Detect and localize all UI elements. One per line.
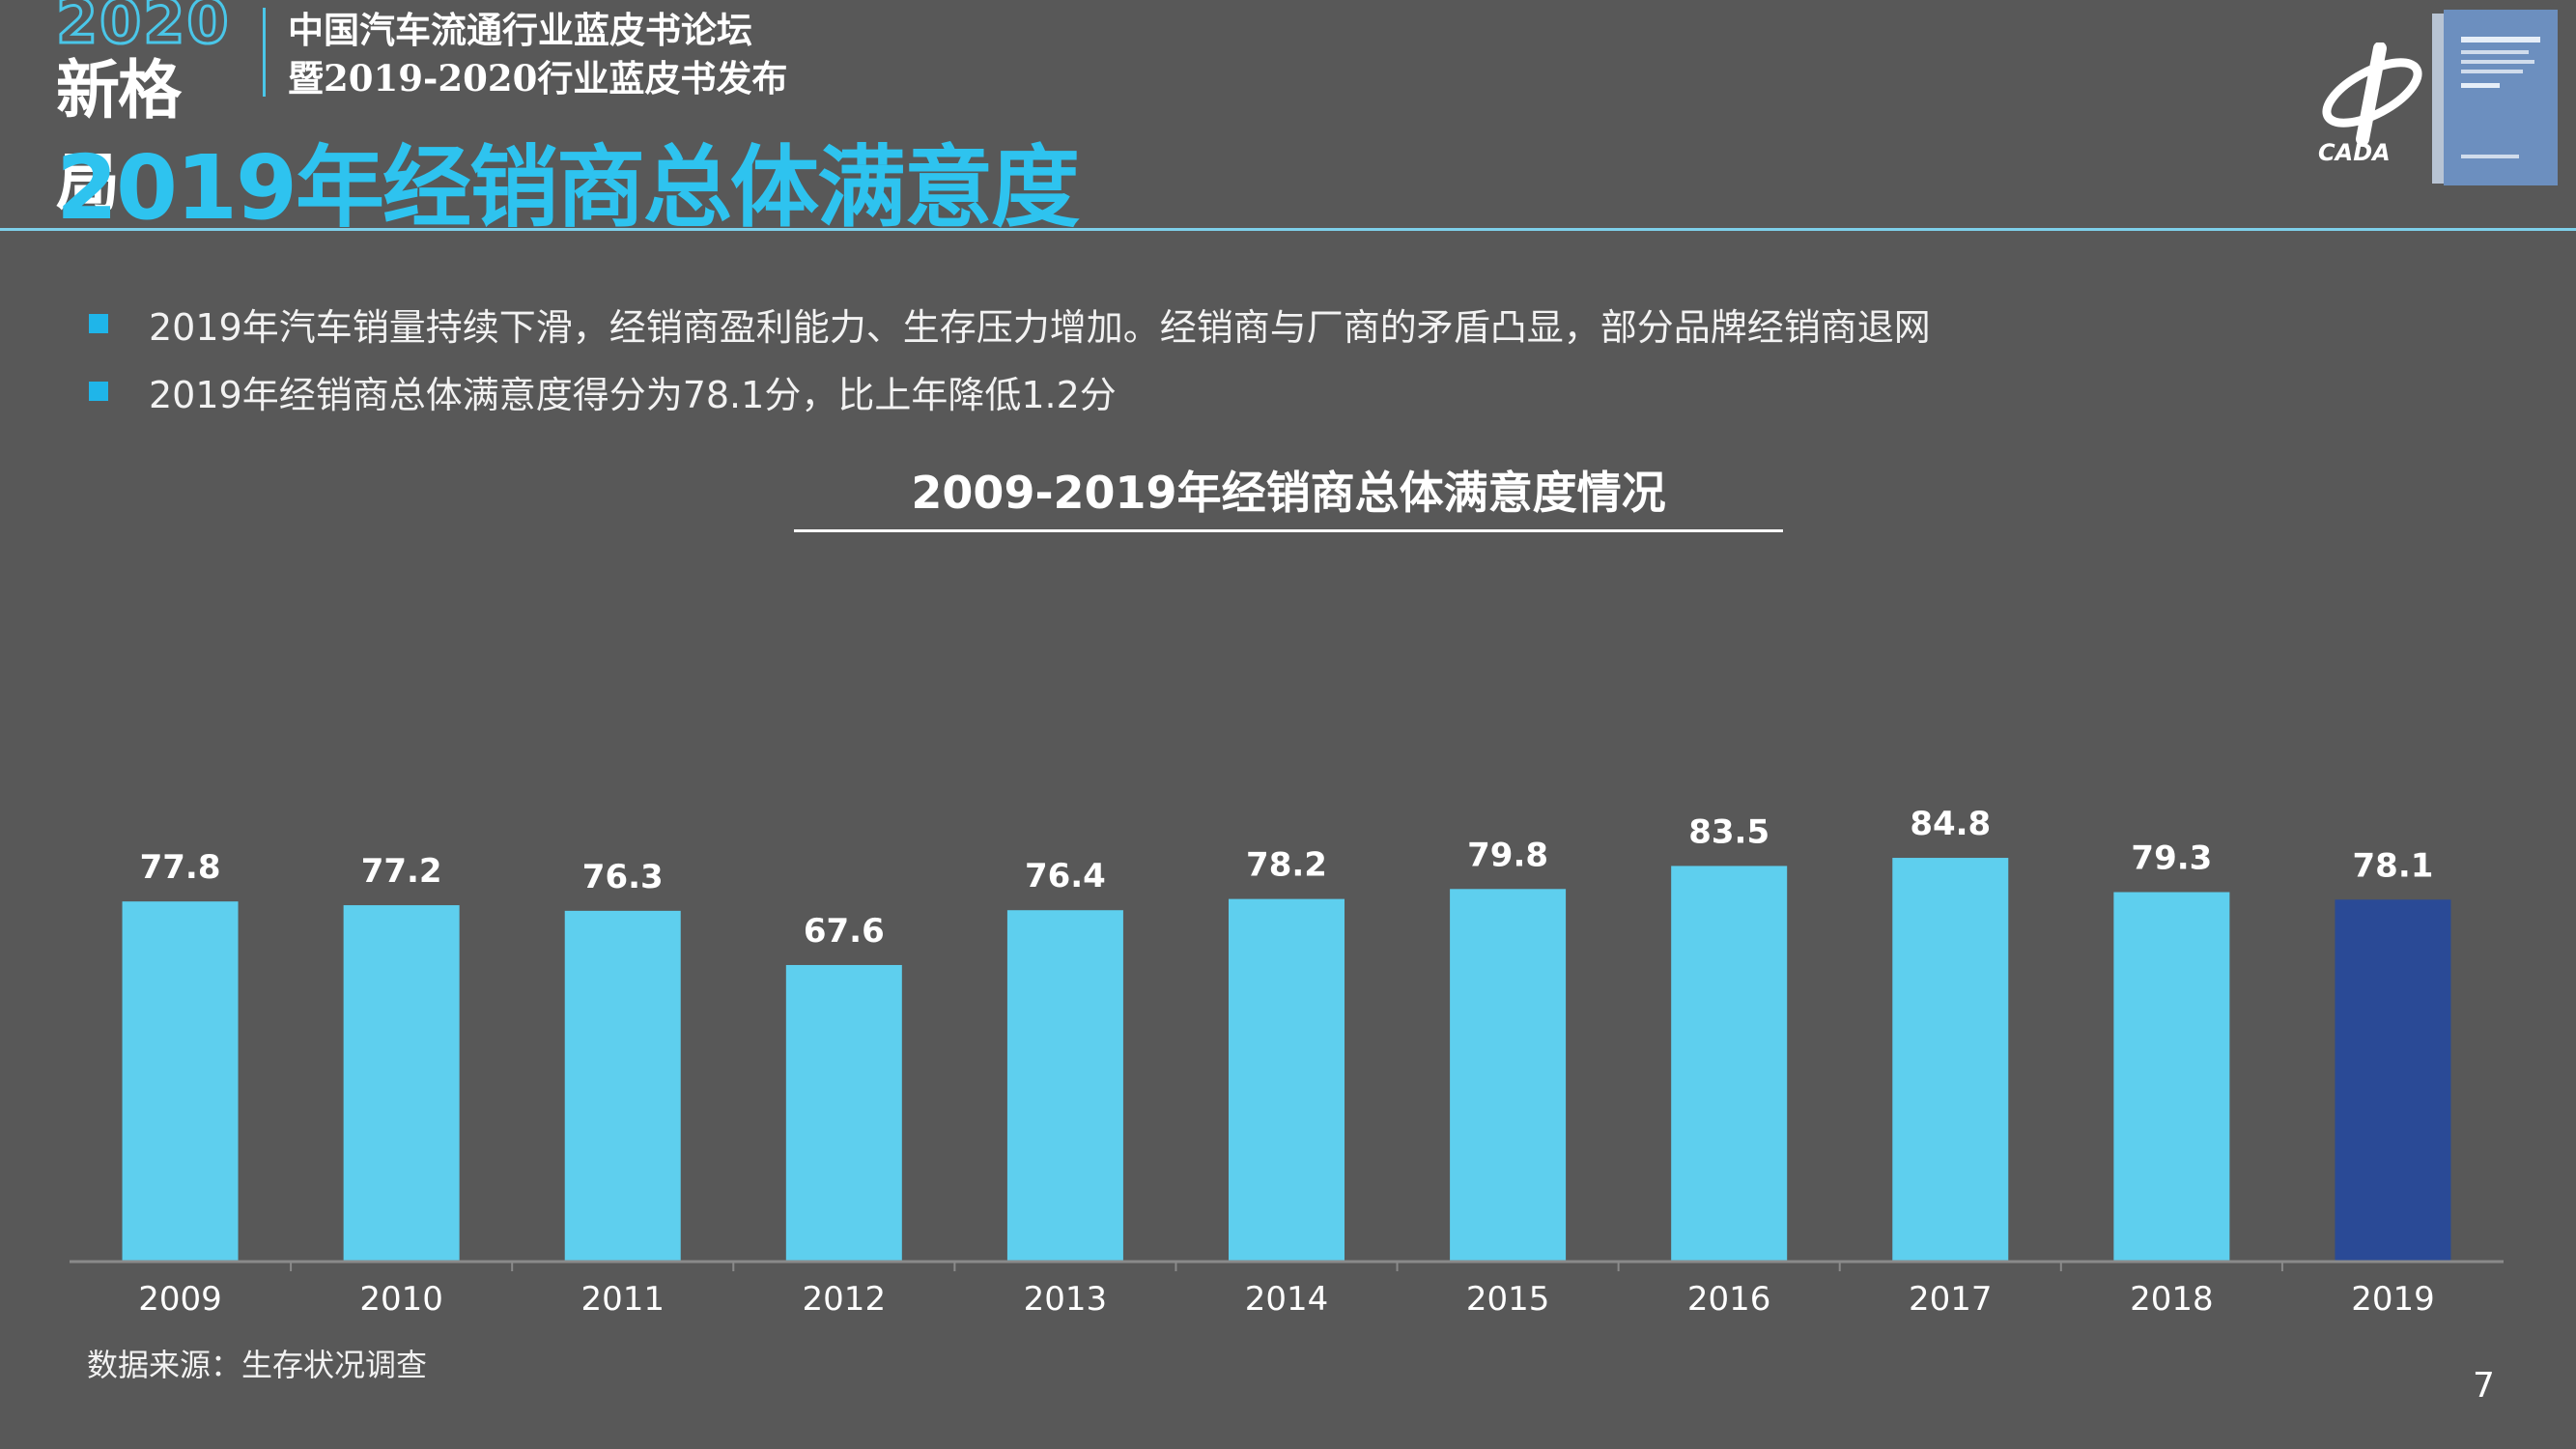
logo-year: 2020 xyxy=(55,0,231,59)
bullet-item: 2019年经销商总体满意度得分为78.1分，比上年降低1.2分 xyxy=(89,357,1931,425)
forum-title-line1: 中国汽车流通行业蓝皮书论坛 xyxy=(288,9,752,51)
data-label: 79.8 xyxy=(1467,836,1548,874)
data-source-note: 数据来源：生存状况调查 xyxy=(87,1347,428,1383)
data-label: 78.1 xyxy=(2353,846,2434,885)
chart-title: 2009-2019年经销商总体满意度情况 xyxy=(911,467,1666,519)
header-divider xyxy=(263,8,266,97)
data-label: 76.3 xyxy=(582,858,664,896)
header-divider-line xyxy=(0,228,2576,231)
data-label: 83.5 xyxy=(1688,812,1769,851)
x-tick-label: 2011 xyxy=(580,1280,665,1319)
data-label: 77.2 xyxy=(361,852,442,891)
bullet-text: 2019年汽车销量持续下滑，经销商盈利能力、生存压力增加。经销商与厂商的矛盾凸显… xyxy=(149,305,1931,349)
bar xyxy=(1450,889,1567,1262)
forum-title-line2: 暨2019-2020行业蓝皮书发布 xyxy=(288,57,788,99)
blue-book-cover-icon xyxy=(2432,10,2558,185)
cada-logo-text: CADA xyxy=(2318,139,2391,166)
data-label: 76.4 xyxy=(1025,857,1106,895)
logo-text: 新格局 xyxy=(56,53,182,220)
bar xyxy=(564,910,681,1262)
bar xyxy=(1229,898,1345,1262)
bar xyxy=(785,964,902,1262)
bullet-square-icon xyxy=(89,382,108,401)
bar-chart: 77.8 2009 77.2 2010 76.3 2011 67.6 2012 76.4 2013… xyxy=(70,805,2504,1319)
bullet-square-icon xyxy=(89,314,108,333)
forum-title: 中国汽车流通行业蓝皮书论坛 暨2019-2020行业蓝皮书发布 xyxy=(288,6,787,102)
x-tick-label: 2014 xyxy=(1245,1280,1329,1319)
x-tick-label: 2010 xyxy=(359,1280,443,1319)
data-label: 77.8 xyxy=(140,848,221,887)
data-label: 84.8 xyxy=(1910,805,1991,843)
bar xyxy=(1006,910,1123,1262)
data-label: 67.6 xyxy=(804,912,885,951)
data-label: 79.3 xyxy=(2131,839,2212,878)
page-number: 7 xyxy=(2473,1366,2495,1406)
x-tick-label: 2017 xyxy=(1909,1280,1993,1319)
event-logo: 2020 新格局 xyxy=(55,0,240,220)
bar xyxy=(2335,899,2451,1262)
bullet-list: 2019年汽车销量持续下滑，经销商盈利能力、生存压力增加。经销商与厂商的矛盾凸显… xyxy=(89,290,1931,425)
bar xyxy=(2113,892,2230,1262)
bar xyxy=(343,905,460,1262)
bar xyxy=(1671,866,1788,1262)
bar xyxy=(1892,858,2009,1262)
x-tick-label: 2016 xyxy=(1687,1280,1771,1319)
x-tick-label: 2009 xyxy=(138,1280,222,1319)
x-tick-label: 2015 xyxy=(1466,1280,1550,1319)
bar xyxy=(122,901,239,1262)
bullet-text: 2019年经销商总体满意度得分为78.1分，比上年降低1.2分 xyxy=(149,373,1117,416)
cada-logo-icon: CADA xyxy=(2318,43,2422,166)
data-label: 78.2 xyxy=(1246,846,1327,885)
bullet-item: 2019年汽车销量持续下滑，经销商盈利能力、生存压力增加。经销商与厂商的矛盾凸显… xyxy=(89,290,1931,357)
page-title: 2019年经销商总体满意度 xyxy=(56,136,1080,240)
x-tick-label: 2012 xyxy=(803,1280,887,1319)
x-tick-label: 2013 xyxy=(1024,1280,1108,1319)
x-tick-label: 2018 xyxy=(2130,1280,2214,1319)
chart-title-underline xyxy=(794,529,1783,532)
x-tick-label: 2019 xyxy=(2351,1280,2435,1319)
